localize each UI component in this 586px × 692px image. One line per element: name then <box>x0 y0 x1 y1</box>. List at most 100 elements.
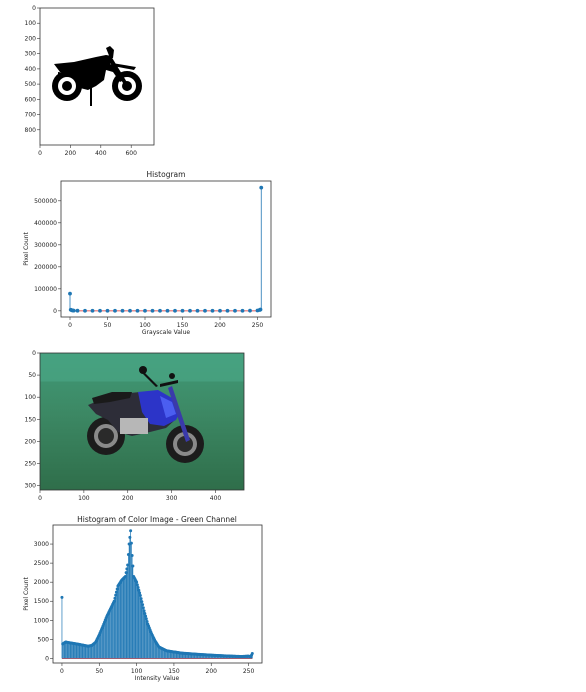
x-tick-label: 250 <box>243 668 255 675</box>
x-tick-label: 0 <box>38 150 42 157</box>
y-tick-label: 600 <box>25 96 37 103</box>
stem-marker <box>195 308 200 313</box>
x-tick-label: 0 <box>38 495 42 502</box>
y-tick-label: 0 <box>53 308 57 315</box>
stem-marker <box>240 308 245 313</box>
stem-marker <box>203 308 207 313</box>
x-axis-ticks: 0 200 400 600 <box>38 145 137 157</box>
y-tick-label: 250 <box>25 460 37 467</box>
y-tick-label: 500000 <box>34 198 57 205</box>
x-axis-ticks: 0 50 100 150 200 250 <box>68 317 263 329</box>
stem-marker <box>140 600 144 604</box>
x-tick-label: 100 <box>78 495 90 502</box>
stem-marker <box>136 586 140 590</box>
x-tick-label: 250 <box>252 322 264 329</box>
x-axis-label: Intensity Value <box>135 675 180 682</box>
chart-title: Histogram of Color Image - Green Channel <box>77 515 237 524</box>
stem-marker <box>131 564 135 568</box>
y-axis-ticks: 0 100000 200000 300000 400000 500000 <box>34 198 61 315</box>
x-axis-label: Grayscale Value <box>142 329 190 336</box>
stem-marker <box>129 529 133 533</box>
y-tick-label: 2000 <box>34 579 49 586</box>
stem-marker <box>210 308 215 313</box>
y-tick-label: 300 <box>25 483 37 490</box>
stem-marker <box>71 308 76 313</box>
stem-marker <box>141 603 145 607</box>
plot-frame <box>60 180 272 318</box>
stem-marker <box>113 308 117 313</box>
plot-frame <box>52 524 263 664</box>
color-photo-panel: 0 50 100 150 200 250 300 0 100 200 300 400 <box>25 350 245 502</box>
stem-marker <box>90 308 95 313</box>
silhouette-image-panel: 0 100 200 300 400 500 600 700 800 0 200 400 600 <box>25 5 155 157</box>
y-axis-ticks: 0 500 1000 1500 2000 2500 3000 <box>34 541 53 662</box>
y-tick-label: 500 <box>38 636 50 643</box>
stem-marker <box>158 308 162 313</box>
y-tick-label: 100 <box>25 20 37 27</box>
y-tick-label: 3000 <box>34 541 49 548</box>
stem-marker <box>165 308 170 313</box>
stem-series <box>68 185 264 313</box>
stem-marker <box>130 553 134 557</box>
x-tick-label: 200 <box>214 322 226 329</box>
x-axis-ticks: 0 100 200 300 400 <box>38 490 221 502</box>
x-tick-label: 150 <box>168 668 180 675</box>
x-tick-label: 200 <box>65 150 77 157</box>
stem-marker <box>129 541 133 545</box>
x-axis-ticks: 0 50 100 150 200 250 <box>60 663 254 675</box>
y-tick-label: 0 <box>45 655 49 662</box>
y-tick-label: 1500 <box>34 598 49 605</box>
x-tick-label: 0 <box>68 322 72 329</box>
stem-marker <box>259 185 264 190</box>
y-tick-label: 0 <box>32 350 36 357</box>
stem-marker <box>173 308 177 313</box>
stem-marker <box>143 611 147 615</box>
stem-marker <box>250 651 254 655</box>
x-tick-label: 600 <box>125 150 137 157</box>
y-tick-label: 200 <box>25 438 37 445</box>
y-tick-label: 500 <box>25 81 37 88</box>
y-tick-label: 100000 <box>34 286 57 293</box>
stem-marker <box>68 291 72 296</box>
x-tick-label: 200 <box>206 668 218 675</box>
stem-marker <box>105 308 110 313</box>
x-tick-label: 400 <box>210 495 222 502</box>
y-tick-label: 2500 <box>34 560 49 567</box>
stem-marker <box>75 308 80 313</box>
chart-title: Histogram <box>147 170 186 179</box>
stem-marker <box>150 308 155 313</box>
stem-marker <box>120 308 125 313</box>
y-tick-label: 700 <box>25 112 37 119</box>
stem-marker <box>258 307 263 312</box>
motorcycle-silhouette <box>52 46 142 106</box>
x-tick-label: 50 <box>95 668 103 675</box>
stem-marker <box>180 308 185 313</box>
stem-marker <box>144 614 148 618</box>
x-tick-label: 50 <box>104 322 112 329</box>
stem-marker <box>142 609 146 613</box>
stem-marker <box>98 308 102 313</box>
x-tick-label: 150 <box>177 322 189 329</box>
y-tick-label: 0 <box>32 5 36 12</box>
stem-marker <box>145 619 149 623</box>
y-tick-label: 300000 <box>34 242 57 249</box>
stem-marker <box>225 308 230 313</box>
y-tick-label: 1000 <box>34 617 49 624</box>
y-axis-label: Pixel Count <box>23 232 30 266</box>
stem-series <box>60 529 254 659</box>
green-channel-histogram-chart: Histogram of Color Image - Green Channel… <box>23 515 263 682</box>
x-tick-label: 300 <box>166 495 178 502</box>
stem-marker <box>135 308 140 313</box>
y-tick-label: 800 <box>25 127 37 134</box>
stem-marker <box>135 580 139 584</box>
y-tick-label: 300 <box>25 51 37 58</box>
y-tick-label: 400 <box>25 66 37 73</box>
stem-marker <box>144 617 148 621</box>
stem-marker <box>128 308 132 313</box>
x-tick-label: 0 <box>60 668 64 675</box>
stem-marker <box>60 595 64 599</box>
x-tick-label: 100 <box>139 322 151 329</box>
stem-marker <box>141 606 145 610</box>
y-tick-label: 400000 <box>34 220 57 227</box>
